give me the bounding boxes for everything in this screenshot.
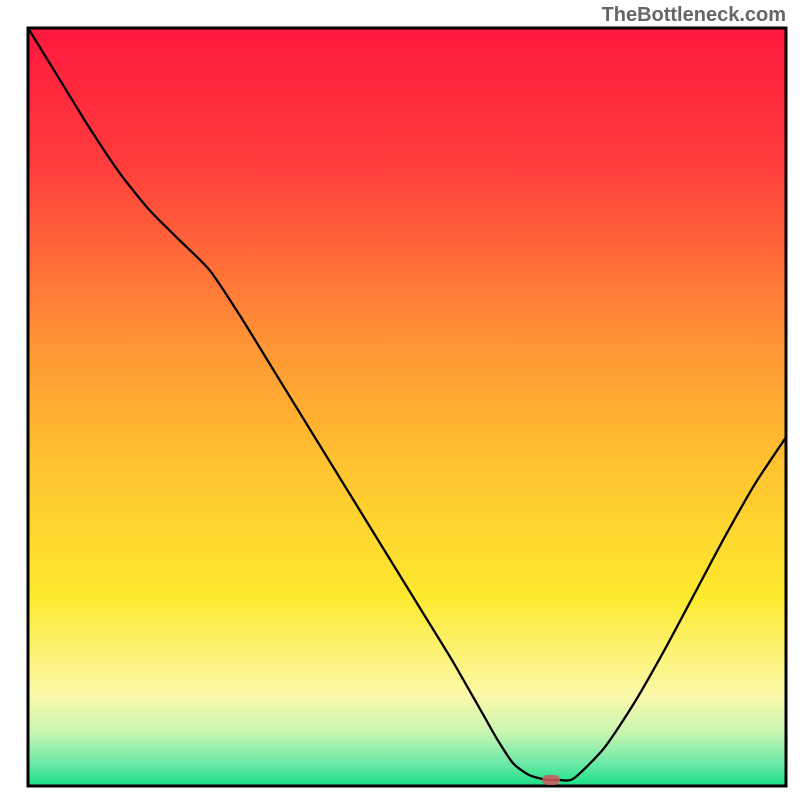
optimum-marker [542,775,560,785]
chart-svg [0,0,800,800]
bottleneck-chart: TheBottleneck.com [0,0,800,800]
plot-background [28,28,786,786]
watermark-text: TheBottleneck.com [602,4,786,27]
